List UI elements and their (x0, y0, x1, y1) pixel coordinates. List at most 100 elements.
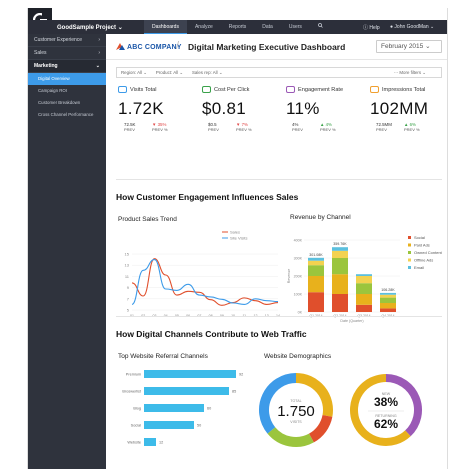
donut-segment-value: 62% (374, 417, 398, 431)
kpi-change: ▲ 4% PREV % (320, 122, 336, 132)
sidebar-item-sales[interactable]: Sales › (28, 47, 106, 60)
bar-data-label: 106.28K (381, 288, 395, 292)
chart-title-revenue: Revenue by Channel (290, 214, 351, 221)
filter-product[interactable]: Product: All ⌄ (155, 69, 183, 75)
filter-bar: Region: All ⌄ Product: All ⌄ Sales rep: … (116, 67, 442, 78)
more-filters-button[interactable]: ⋯ More filters ⌄ (393, 69, 426, 75)
legend-swatch (408, 266, 411, 269)
kpi-change-label: PREV % (404, 127, 420, 132)
kpi-change-label: PREV % (320, 127, 336, 132)
sidebar-item-label: Sales (34, 50, 47, 56)
kpi-icon (202, 86, 211, 93)
nav-analyze[interactable]: Analyze (194, 24, 213, 30)
sidebar-sub-digital-overview[interactable]: Digital Overview (28, 73, 106, 85)
kpi-change: ▲ 6% PREV % (404, 122, 420, 132)
kpi-prev: 72.5MM PREV (376, 122, 392, 132)
legend-label: Social (414, 235, 425, 240)
bar-segment (332, 294, 348, 312)
section-title-traffic: How Digital Channels Contribute to Web T… (116, 329, 307, 339)
kpi-change-label: PREV % (152, 127, 168, 132)
filter-sales-rep[interactable]: Sales rep: All ⌄ (192, 69, 223, 75)
sidebar-sub-campaign-roi[interactable]: Campaign ROI (38, 88, 68, 93)
filter-region[interactable]: Region: All ⌄ (121, 69, 147, 75)
bar-segment (356, 283, 372, 294)
nav-users[interactable]: Users (288, 24, 302, 30)
y-tick-label: 200K (294, 275, 303, 279)
kpi-prev-value: 72.5K (124, 122, 136, 127)
y-tick-label: 400K (294, 239, 303, 243)
nav-data[interactable]: Data (262, 24, 273, 30)
app-window: GoodSample Project ⌄ Dashboards Analyze … (27, 8, 448, 469)
donut-slice (385, 374, 422, 437)
donut-slice (259, 373, 297, 434)
donut-segment-value: 38% (374, 395, 398, 409)
project-selector[interactable]: GoodSample Project ⌄ (57, 24, 123, 31)
kpi-value: 1.72K (118, 99, 164, 118)
kpi-prev-value: 4% (292, 122, 299, 127)
dashboard-header: ABC COMPANY / Digital Marketing Executiv… (106, 34, 447, 60)
kpi-change-value: ▲ 4% (320, 122, 332, 127)
bar-data-label: 301.08K (309, 253, 323, 257)
nav-dashboards[interactable]: Dashboards (144, 20, 187, 34)
search-icon[interactable] (310, 20, 331, 34)
bar-segment (380, 297, 396, 303)
kpi-change: ▼ 35% PREV % (152, 122, 168, 132)
sidebar-item-customer-experience[interactable]: Customer Experience › (28, 34, 106, 47)
kpi-label-text: Impressions Total (382, 86, 426, 93)
project-name: GoodSample Project (57, 25, 117, 31)
kpi-card: Impressions Total 102MM 72.5MM PREV ▲ 6% PREV… (370, 86, 447, 156)
y-tick-label: 7 (127, 296, 130, 301)
date-selector[interactable]: February 2015 ⌄ (376, 40, 442, 53)
bar-segment (356, 274, 372, 276)
kpi-change-value: ▼ 7% (236, 122, 248, 127)
legend-swatch (408, 236, 411, 239)
company-logo: ABC COMPANY (116, 43, 182, 51)
sidebar-item-marketing[interactable]: Marketing ⌄ (28, 60, 106, 73)
bar-segment (308, 260, 324, 266)
bar-segment (356, 276, 372, 284)
kpi-label: Impressions Total (370, 86, 447, 93)
bar-segment (308, 276, 324, 293)
sidebar-item-label: Marketing (34, 63, 58, 69)
kpi-prev-value: 72.5MM (376, 122, 392, 127)
bar-segment (356, 294, 372, 305)
kpi-prev-label: PREV (292, 127, 303, 132)
legend-label: Email (414, 265, 424, 270)
y-tick-label: 9 (127, 285, 130, 290)
legend-swatch (408, 243, 411, 247)
kpi-card: Engagement Rate 11% 4% PREV ▲ 4% PREV % (286, 86, 366, 156)
help-link[interactable]: ⓘ Help (363, 24, 380, 31)
bar-data-label: 12 (159, 441, 163, 445)
legend-label: Sales (230, 230, 240, 235)
chevron-right-icon: › (98, 50, 100, 56)
x-axis-label: Date (Quarter) (340, 319, 363, 323)
sidebar-sub-cross-channel[interactable]: Cross Channel Performance (38, 112, 94, 117)
bar-segment (380, 294, 396, 298)
legend-swatch (408, 251, 411, 254)
divider (116, 316, 442, 317)
help-label: Help (369, 25, 380, 31)
sidebar-sub-customer-breakdown[interactable]: Customer Breakdown (38, 100, 81, 105)
y-tick-label: 5 (127, 308, 130, 313)
kpi-label: Engagement Rate (286, 86, 366, 93)
top-bar (28, 20, 447, 34)
avatar-icon: ● (390, 24, 394, 30)
divider (116, 179, 442, 180)
donut-center-value: 1.750 (277, 403, 315, 420)
kpi-label-text: Visits Total (130, 86, 157, 93)
company-mark-icon (116, 43, 125, 50)
kpi-prev: 4% PREV (292, 122, 303, 132)
y-tick-label: 13 (125, 263, 130, 268)
user-menu[interactable]: ● John GoodMan ⌄ (390, 24, 434, 30)
bar-segment (356, 304, 372, 312)
nav-reports[interactable]: Reports (228, 24, 247, 30)
kpi-label-text: Engagement Rate (298, 86, 344, 93)
kpi-prev: 72.5K PREV (124, 122, 135, 132)
kpi-change-value: ▼ 35% (152, 122, 167, 127)
legend-label: Paid Ads (414, 242, 430, 247)
kpi-prev-label: PREV (208, 127, 219, 132)
kpi-prev: $0.5 PREV (208, 122, 219, 132)
kpi-value: $0.81 (202, 99, 247, 118)
bar-segment (380, 292, 396, 295)
chevron-down-icon: ⌄ (95, 63, 100, 69)
